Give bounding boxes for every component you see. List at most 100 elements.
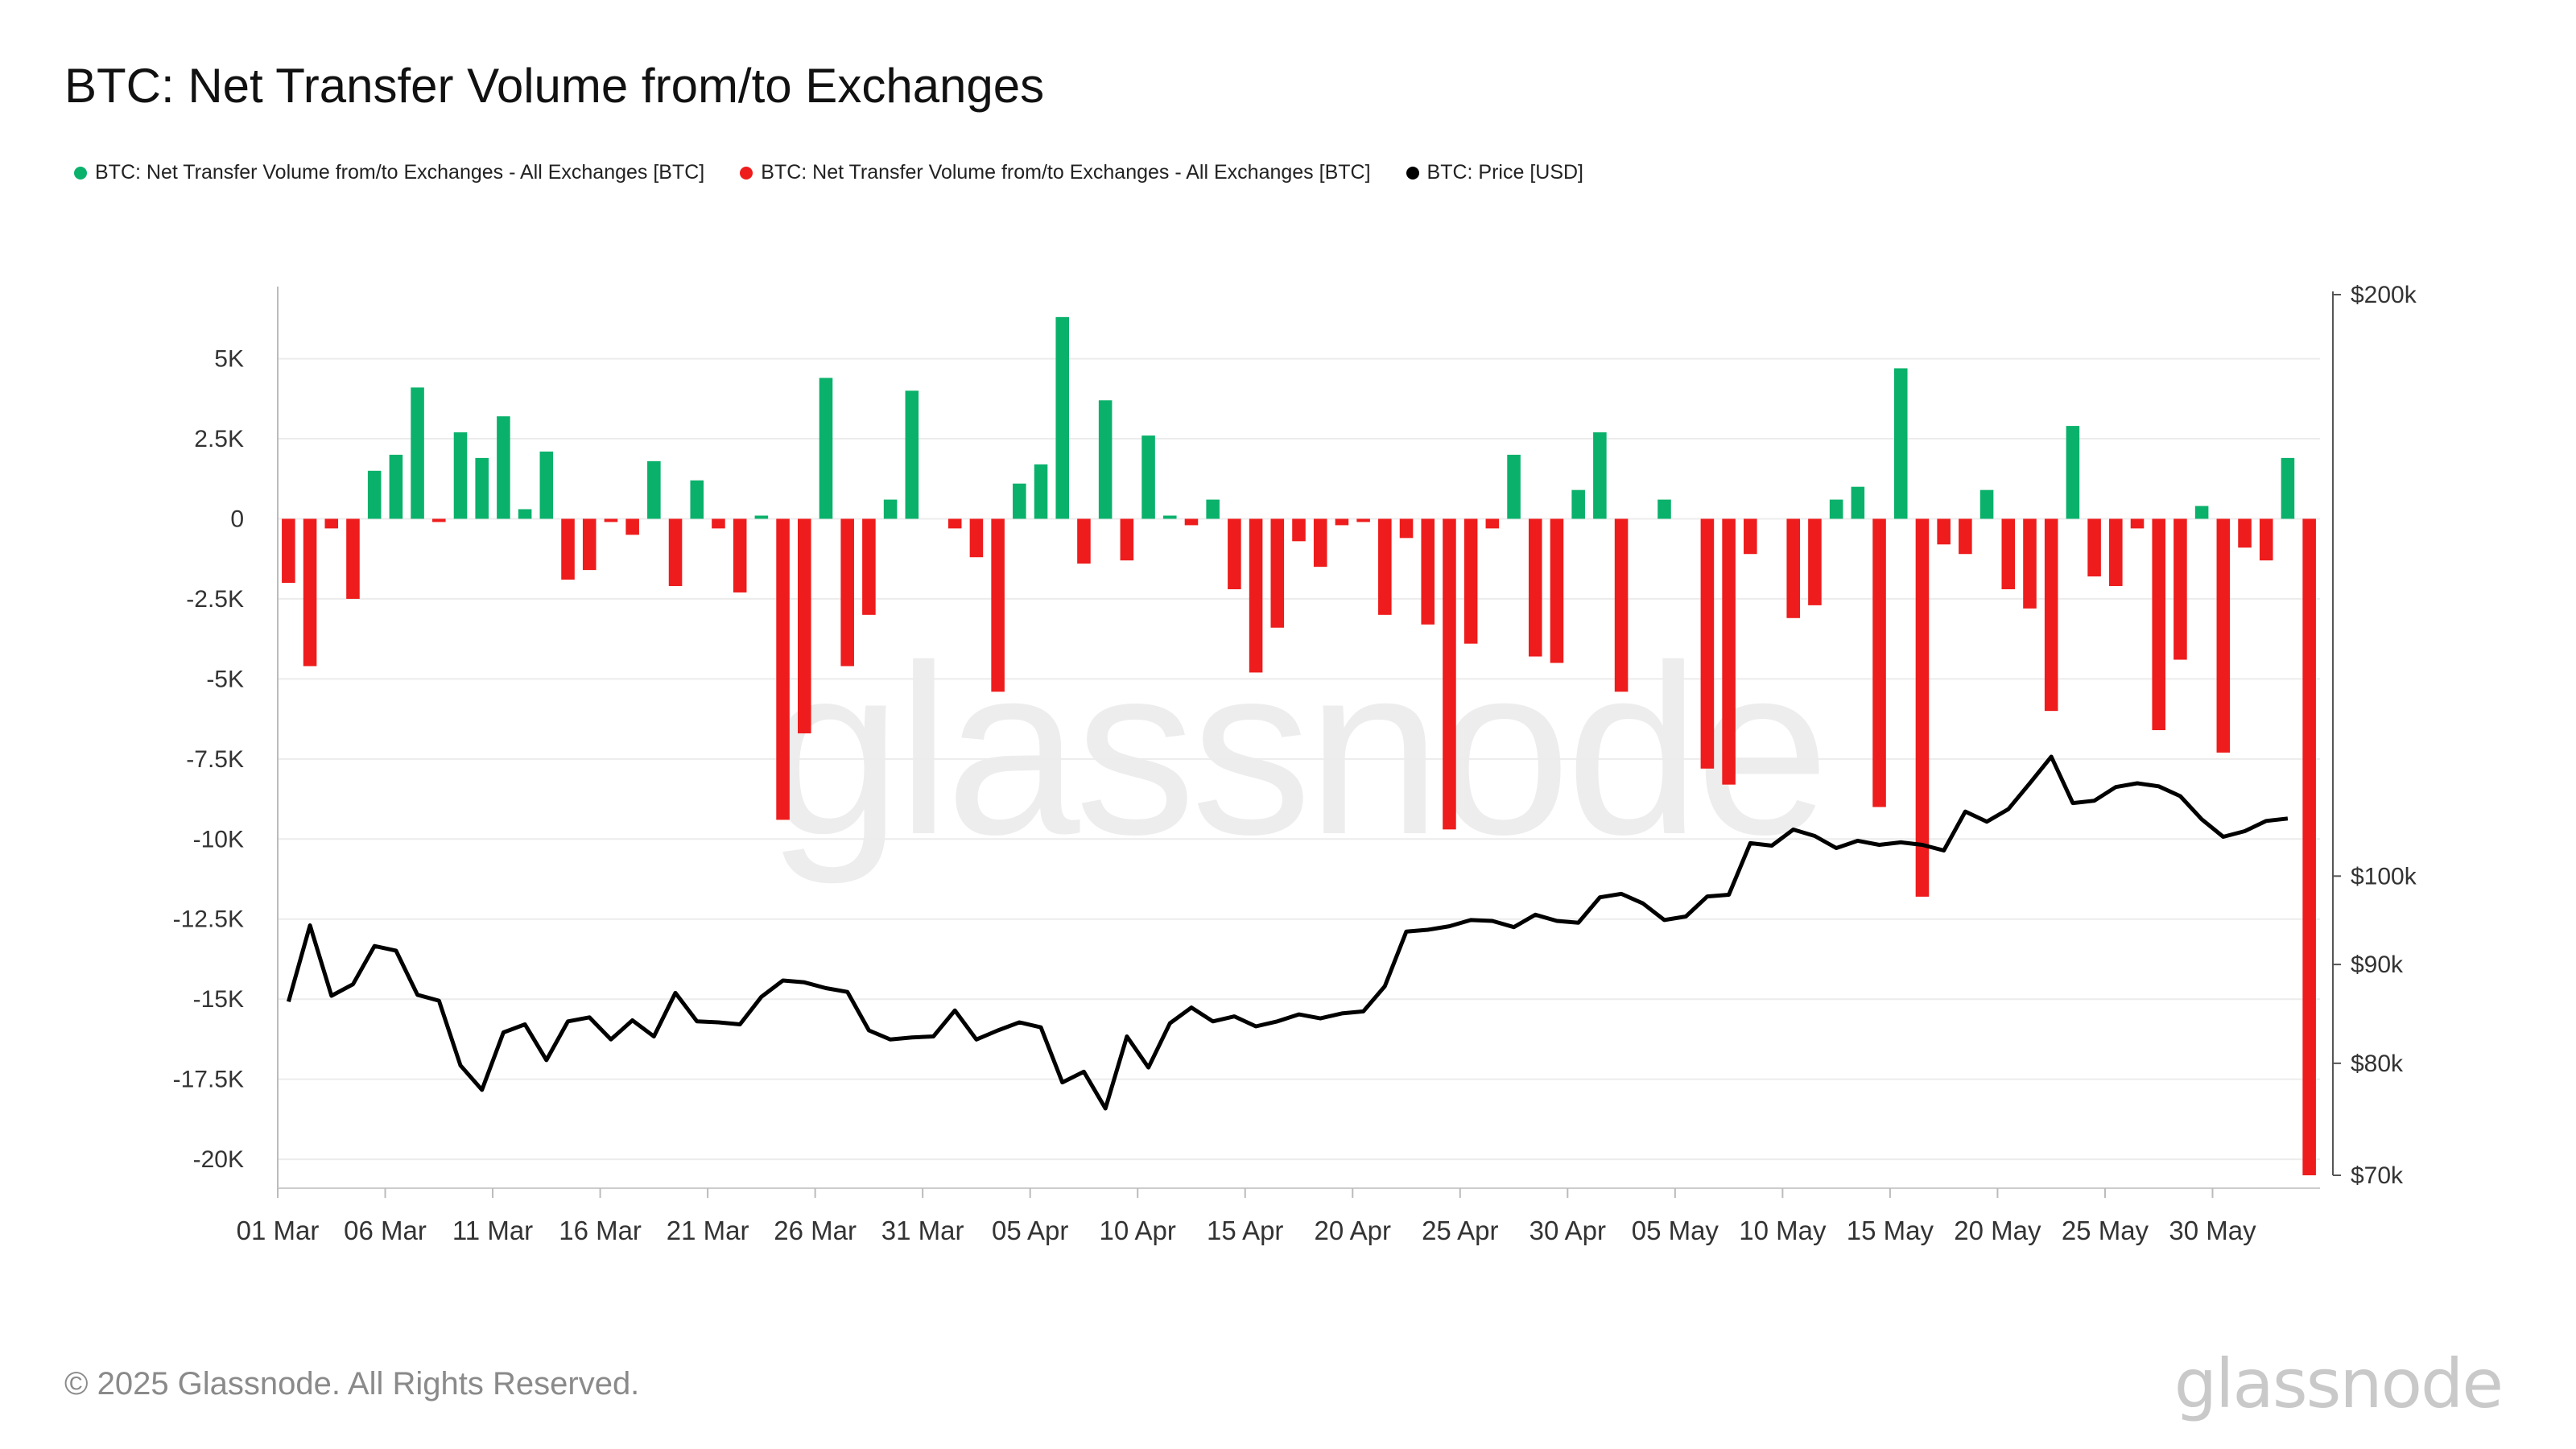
legend-dot-inflow-icon xyxy=(74,166,87,180)
bar-outflow xyxy=(1700,518,1715,769)
bar-inflow xyxy=(497,416,510,519)
x-tick-label: 05 Apr xyxy=(992,1216,1068,1245)
bar-outflow xyxy=(776,518,790,820)
bar-inflow xyxy=(1893,368,1908,519)
x-tick-label: 30 Apr xyxy=(1530,1216,1606,1245)
bar-outflow xyxy=(2259,518,2273,561)
bar-outflow xyxy=(2174,518,2187,660)
bar-outflow xyxy=(1937,518,1951,545)
bar-outflow xyxy=(862,518,876,615)
bar-outflow xyxy=(1786,518,1800,618)
bar-outflow xyxy=(1959,518,1972,555)
bar-outflow xyxy=(1550,518,1564,663)
legend-item-price[interactable]: BTC: Price [USD] xyxy=(1406,161,1583,184)
bar-inflow xyxy=(453,432,468,519)
bar-inflow xyxy=(883,499,898,519)
x-tick-label: 05 May xyxy=(1632,1216,1719,1245)
bar-outflow xyxy=(1528,518,1542,657)
bar-inflow xyxy=(819,378,833,519)
bar-outflow xyxy=(2238,518,2252,548)
x-tick-label: 15 May xyxy=(1847,1216,1934,1245)
bar-outflow xyxy=(625,518,639,535)
bar-inflow xyxy=(367,470,382,519)
y-left-tick-label: -17.5K xyxy=(173,1067,244,1093)
bar-outflow xyxy=(1443,518,1456,830)
bar-outflow xyxy=(1313,518,1327,568)
bar-inflow xyxy=(1507,454,1521,519)
bar-outflow xyxy=(2130,518,2145,529)
bar-outflow xyxy=(1249,518,1263,673)
bar-outflow xyxy=(2109,518,2123,587)
x-tick-label: 31 Mar xyxy=(881,1216,964,1245)
bar-outflow xyxy=(282,518,295,584)
legend-label-outflow: BTC: Net Transfer Volume from/to Exchang… xyxy=(761,161,1371,184)
bar-outflow xyxy=(1184,518,1199,526)
bar-inflow xyxy=(1034,464,1048,519)
bar-outflow xyxy=(1872,518,1886,807)
legend-item-outflow[interactable]: BTC: Net Transfer Volume from/to Exchang… xyxy=(740,161,1371,184)
bar-outflow xyxy=(1292,518,1306,542)
x-tick-label: 20 Apr xyxy=(1315,1216,1391,1245)
axes: 5K 2.5K 0 -2.5K -5K -7.5K -10K -12.5K -15K -17.5K… xyxy=(173,282,2417,1245)
bar-inflow xyxy=(1979,489,1994,519)
bar-outflow xyxy=(582,518,597,571)
y-left-tick-label: 2.5K xyxy=(194,426,244,452)
y-left-tick-label: 5K xyxy=(214,346,244,373)
bar-outflow xyxy=(1335,518,1349,526)
x-tick-label: 11 Mar xyxy=(452,1216,533,1245)
bar-outflow xyxy=(1228,518,1241,589)
bar-outflow xyxy=(432,518,446,522)
bar-inflow xyxy=(1098,400,1113,519)
bar-outflow xyxy=(1463,518,1478,644)
bar-inflow xyxy=(2066,426,2080,519)
bar-series xyxy=(282,316,2316,1175)
x-tick-label: 20 May xyxy=(1954,1216,2041,1245)
bar-outflow xyxy=(733,518,747,592)
bar-outflow xyxy=(1915,518,1930,897)
x-tick-label: 25 Apr xyxy=(1422,1216,1498,1245)
bar-inflow xyxy=(1657,499,1671,519)
bar-outflow xyxy=(947,518,962,529)
bar-outflow xyxy=(1744,518,1757,555)
bar-outflow xyxy=(1399,518,1414,539)
glassnode-logo: glassnode xyxy=(2174,1344,2504,1423)
y-left-tick-label: -15K xyxy=(193,986,244,1013)
bar-inflow xyxy=(1593,432,1607,519)
x-tick-label: 16 Mar xyxy=(559,1216,642,1245)
bar-outflow xyxy=(1378,518,1392,615)
bar-inflow xyxy=(905,390,919,519)
grid-lines xyxy=(278,357,2320,1161)
y-right-tick-label: $100k xyxy=(2351,863,2417,890)
bar-outflow xyxy=(1270,518,1285,628)
x-tick-label: 25 May xyxy=(2062,1216,2149,1245)
bar-inflow xyxy=(647,460,661,519)
y-left-tick-label: -10K xyxy=(193,826,244,852)
x-tick-label: 21 Mar xyxy=(667,1216,749,1245)
legend-label-price: BTC: Price [USD] xyxy=(1426,161,1584,184)
bar-inflow xyxy=(1141,436,1155,519)
bar-outflow xyxy=(668,518,683,587)
x-tick-label: 10 May xyxy=(1739,1216,1827,1245)
copyright-text: © 2025 Glassnode. All Rights Reserved. xyxy=(64,1366,640,1402)
bar-inflow xyxy=(690,480,704,519)
y-left-tick-label: -2.5K xyxy=(186,586,244,613)
bar-outflow xyxy=(303,518,317,667)
bar-outflow xyxy=(1808,518,1822,605)
bar-inflow xyxy=(1571,489,1585,519)
bar-inflow xyxy=(1013,483,1026,519)
bar-inflow xyxy=(1851,486,1865,519)
bar-inflow xyxy=(1162,515,1177,519)
bar-outflow xyxy=(2087,518,2101,577)
bar-outflow xyxy=(1614,518,1629,692)
price-line xyxy=(286,754,2289,1111)
bar-outflow xyxy=(2152,518,2165,731)
bar-outflow xyxy=(346,518,360,599)
x-tick-label: 10 Apr xyxy=(1099,1216,1175,1245)
bar-outflow xyxy=(2044,518,2058,712)
legend-item-inflow[interactable]: BTC: Net Transfer Volume from/to Exchang… xyxy=(74,161,704,184)
bar-outflow xyxy=(969,518,984,558)
bar-outflow xyxy=(604,518,618,522)
y-left-tick-label: 0 xyxy=(230,506,244,532)
bar-inflow xyxy=(518,509,532,519)
